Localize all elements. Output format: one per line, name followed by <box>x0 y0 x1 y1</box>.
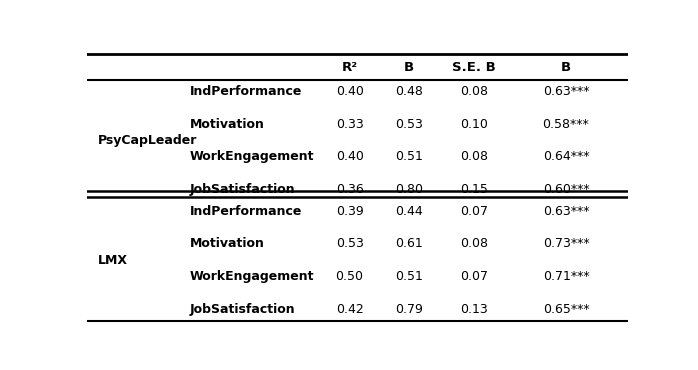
Text: R²: R² <box>341 61 357 74</box>
Text: 0.63***: 0.63*** <box>543 205 589 218</box>
Text: 0.33: 0.33 <box>336 118 364 131</box>
Text: B: B <box>561 61 571 74</box>
Text: 0.44: 0.44 <box>395 205 423 218</box>
Text: 0.40: 0.40 <box>336 85 364 98</box>
Text: JobSatisfaction: JobSatisfaction <box>190 183 296 196</box>
Text: 0.48: 0.48 <box>395 85 423 98</box>
Text: 0.10: 0.10 <box>460 118 488 131</box>
Text: IndPerformance: IndPerformance <box>190 205 302 218</box>
Text: WorkEngagement: WorkEngagement <box>190 151 315 164</box>
Text: 0.51: 0.51 <box>395 270 423 283</box>
Text: 0.07: 0.07 <box>460 205 488 218</box>
Text: 0.07: 0.07 <box>460 270 488 283</box>
Text: 0.36: 0.36 <box>336 183 364 196</box>
Text: 0.39: 0.39 <box>336 205 364 218</box>
Text: 0.53: 0.53 <box>336 237 364 250</box>
Text: 0.08: 0.08 <box>460 237 488 250</box>
Text: 0.42: 0.42 <box>336 303 364 316</box>
Text: WorkEngagement: WorkEngagement <box>190 270 315 283</box>
Text: LMX: LMX <box>98 254 128 267</box>
Text: 0.40: 0.40 <box>336 151 364 164</box>
Text: 0.63***: 0.63*** <box>543 85 589 98</box>
Text: 0.13: 0.13 <box>460 303 488 316</box>
Text: 0.65***: 0.65*** <box>542 303 589 316</box>
Text: Motivation: Motivation <box>190 118 265 131</box>
Text: 0.73***: 0.73*** <box>542 237 589 250</box>
Text: 0.51: 0.51 <box>395 151 423 164</box>
Text: 0.08: 0.08 <box>460 151 488 164</box>
Text: 0.58***: 0.58*** <box>542 118 589 131</box>
Text: 0.80: 0.80 <box>395 183 423 196</box>
Text: 0.60***: 0.60*** <box>542 183 589 196</box>
Text: 0.79: 0.79 <box>395 303 423 316</box>
Text: 0.53: 0.53 <box>395 118 423 131</box>
Text: IndPerformance: IndPerformance <box>190 85 302 98</box>
Text: PsyCapLeader: PsyCapLeader <box>98 134 198 147</box>
Text: S.E. B: S.E. B <box>452 61 496 74</box>
Text: 0.15: 0.15 <box>460 183 488 196</box>
Text: 0.50: 0.50 <box>336 270 364 283</box>
Text: 0.64***: 0.64*** <box>543 151 589 164</box>
Text: 0.71***: 0.71*** <box>542 270 589 283</box>
Text: 0.08: 0.08 <box>460 85 488 98</box>
Text: Motivation: Motivation <box>190 237 265 250</box>
Text: B: B <box>404 61 414 74</box>
Text: 0.61: 0.61 <box>395 237 423 250</box>
Text: JobSatisfaction: JobSatisfaction <box>190 303 296 316</box>
